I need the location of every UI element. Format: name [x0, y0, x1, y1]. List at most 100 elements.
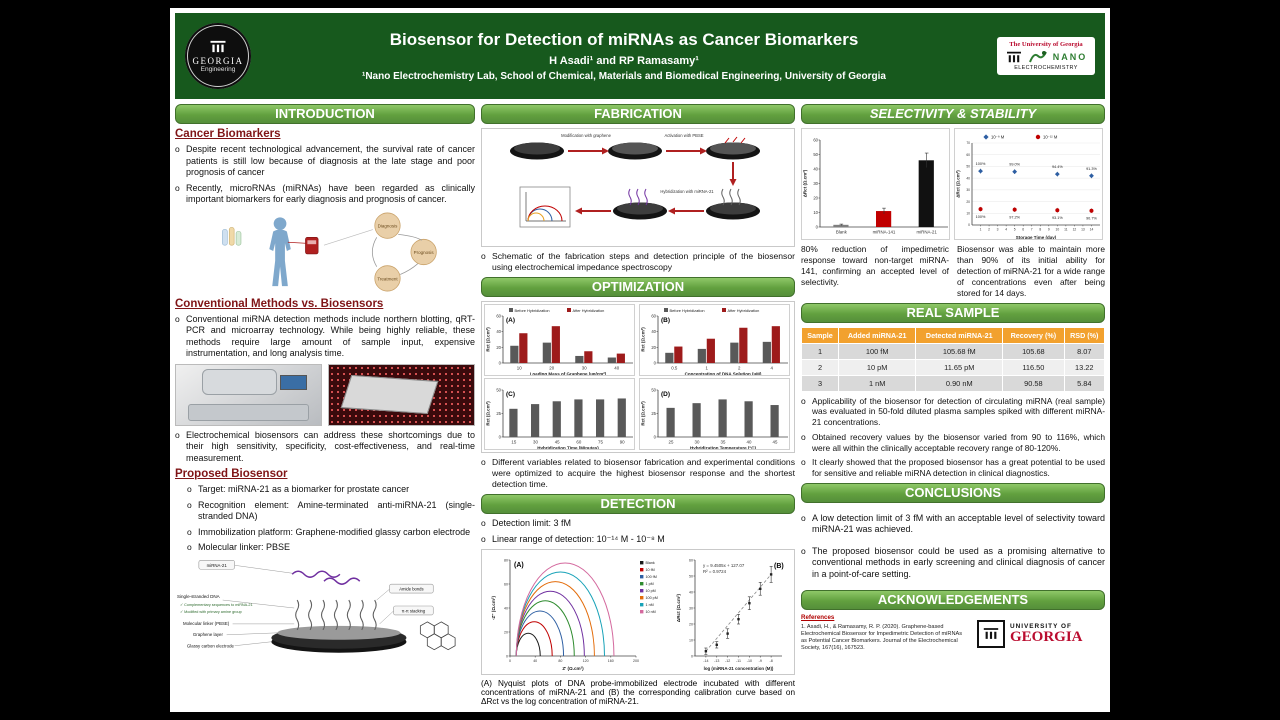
- section-header-fabrication: FABRICATION: [481, 104, 795, 124]
- bullet-item: Electrochemical biosensors can address t…: [175, 430, 475, 465]
- svg-text:4: 4: [771, 366, 774, 371]
- svg-text:11: 11: [1064, 228, 1068, 232]
- svg-text:93.1%: 93.1%: [1052, 216, 1063, 220]
- detection-figure: 0 40 80 120 160 200 0 20 40 60 80 Blank 10 fM 100 fM 1…: [481, 549, 795, 676]
- section-header-conclusions: CONCLUSIONS: [801, 482, 1105, 503]
- biomarker-workflow-figure: Diagnosis Prognosis Treatment: [222, 212, 437, 292]
- svg-text:10⁻⁸ M: 10⁻⁸ M: [991, 135, 1005, 140]
- figure-label-diagnosis: Diagnosis: [378, 223, 398, 228]
- svg-text:40: 40: [504, 606, 508, 610]
- svg-text:91.3%: 91.3%: [1086, 167, 1097, 171]
- svg-text:Hybridization Temperature (°C): Hybridization Temperature (°C): [690, 446, 756, 451]
- svg-text:40: 40: [966, 176, 970, 180]
- bullet-item: Linear range of detection: 10⁻¹⁴ M - 10⁻…: [481, 534, 795, 546]
- svg-text:0: 0: [509, 659, 511, 663]
- svg-text:Blank: Blank: [645, 561, 654, 565]
- svg-text:94.4%: 94.4%: [1052, 165, 1063, 169]
- svg-text:0.5: 0.5: [671, 366, 678, 371]
- svg-text:100%: 100%: [976, 162, 986, 166]
- column-results: SELECTIVITY & STABILITY 0 10 20 30 40 50 60 Bla…: [801, 104, 1105, 707]
- svg-text:Hybridization Time (Minutes): Hybridization Time (Minutes): [537, 446, 599, 451]
- bullet-item: Despite recent technological advancement…: [175, 144, 475, 179]
- svg-text:(C): (C): [506, 391, 515, 398]
- svg-text:Z' (Ω.cm²): Z' (Ω.cm²): [562, 666, 584, 671]
- svg-text:20: 20: [504, 630, 508, 634]
- svg-text:60: 60: [496, 314, 501, 319]
- svg-text:0: 0: [499, 361, 502, 366]
- svg-text:10 fM: 10 fM: [645, 568, 654, 572]
- heading-proposed-biosensor: Proposed Biosensor: [175, 468, 288, 481]
- column-methods: FABRICATION Modification with graphene A…: [481, 104, 795, 707]
- logo-georgia-text: GEORGIA: [192, 56, 244, 66]
- bullet-item: The proposed biosensor could be used as …: [801, 546, 1105, 581]
- svg-text:10: 10: [1055, 228, 1059, 232]
- bullet-item: Applicability of the biosensor for detec…: [801, 396, 1105, 428]
- svg-text:4: 4: [1005, 228, 1007, 232]
- svg-text:10 nM: 10 nM: [645, 610, 655, 614]
- svg-text:2: 2: [988, 228, 990, 232]
- bullet-item: Recognition element: Amine-terminated an…: [187, 500, 475, 523]
- svg-text:2: 2: [738, 366, 741, 371]
- svg-text:Rct (Ω.cm²): Rct (Ω.cm²): [486, 327, 491, 352]
- section-header-introduction: INTRODUCTION: [175, 104, 475, 124]
- svg-text:-10: -10: [746, 659, 751, 663]
- optimization-chart-a: 0 20 40 60 10 20 30 40 (A) Loading Mass of Graphe…: [484, 304, 635, 376]
- svg-text:ΔRct (Ω.cm²): ΔRct (Ω.cm²): [956, 170, 961, 198]
- svg-text:Concentration of DNA Solution: Concentration of DNA Solution (µM): [685, 372, 762, 377]
- svg-text:60: 60: [651, 314, 656, 319]
- uga-nano-lab-logo: The University of Georgia NANO ELECTROCH…: [997, 37, 1095, 75]
- svg-text:-8: -8: [769, 659, 772, 663]
- fabrication-schematic: Modification with graphene Activation wi…: [510, 133, 760, 228]
- electrochemistry-text: ELECTROCHEMISTRY: [1014, 65, 1078, 71]
- svg-text:0: 0: [691, 654, 693, 658]
- svg-text:0: 0: [506, 654, 508, 658]
- svg-text:(A): (A): [506, 317, 515, 324]
- poster: GEORGIA Engineering Biosensor for Detect…: [170, 8, 1110, 712]
- section-header-optimization: OPTIMIZATION: [481, 277, 795, 297]
- svg-text:60: 60: [813, 138, 818, 143]
- svg-text:miRNA-141: miRNA-141: [873, 230, 896, 235]
- svg-text:20: 20: [813, 196, 818, 201]
- svg-text:-13: -13: [714, 659, 719, 663]
- svg-text:Rct (Ω.cm²): Rct (Ω.cm²): [641, 401, 646, 426]
- svg-text:97.2%: 97.2%: [1009, 216, 1020, 220]
- svg-text:60: 60: [504, 582, 508, 586]
- nyquist-chart: 0 40 80 120 160 200 0 20 40 60 80 Blank 10 fM 100 fM 1…: [491, 558, 658, 671]
- label-graphene: Graphene layer: [193, 632, 224, 637]
- svg-text:12: 12: [1073, 228, 1077, 232]
- svg-text:ΔRct (Ω.cm²): ΔRct (Ω.cm²): [803, 169, 808, 197]
- svg-text:50: 50: [813, 152, 818, 157]
- svg-text:25: 25: [496, 411, 501, 416]
- svg-text:45: 45: [773, 440, 778, 445]
- svg-text:Blank: Blank: [836, 230, 848, 235]
- svg-text:50: 50: [651, 388, 656, 393]
- svg-text:40: 40: [651, 329, 656, 334]
- figure-caption: (A) Nyquist plots of DNA probe-immobiliz…: [481, 679, 795, 707]
- svg-text:3: 3: [997, 228, 999, 232]
- svg-text:1: 1: [706, 366, 709, 371]
- svg-text:miRNA-21: miRNA-21: [917, 230, 938, 235]
- svg-text:60: 60: [576, 440, 581, 445]
- svg-text:After Hybridization: After Hybridization: [573, 308, 605, 313]
- svg-text:50: 50: [966, 165, 970, 169]
- svg-text:60: 60: [689, 558, 693, 562]
- svg-text:1 pM: 1 pM: [645, 582, 653, 586]
- bullet-item: Detection limit: 3 fM: [481, 518, 795, 530]
- table-row: 2 10 pM 11.65 pM 116.50 13.22: [801, 358, 1105, 376]
- selectivity-chart: 0 10 20 30 40 50 60 Blank miRNA-141 miRNA-21 ΔRct …: [801, 128, 950, 240]
- label-amide-bonds: Amide bonds: [399, 586, 423, 591]
- poster-body: INTRODUCTION Cancer Biomarkers Despite r…: [175, 104, 1105, 707]
- svg-text:10 pM: 10 pM: [645, 589, 655, 593]
- fabrication-step-label: Modification with graphene: [561, 133, 611, 138]
- arch-icon: [977, 619, 1005, 648]
- svg-text:10: 10: [517, 366, 522, 371]
- svg-text:Loading Mass of Graphene (µg/c: Loading Mass of Graphene (µg/cm²): [530, 372, 607, 377]
- section-header-selectivity-stability: SELECTIVITY & STABILITY: [801, 104, 1105, 124]
- svg-text:20: 20: [651, 345, 656, 350]
- svg-text:20: 20: [966, 200, 970, 204]
- svg-text:40: 40: [813, 167, 818, 172]
- svg-text:14: 14: [1090, 228, 1094, 232]
